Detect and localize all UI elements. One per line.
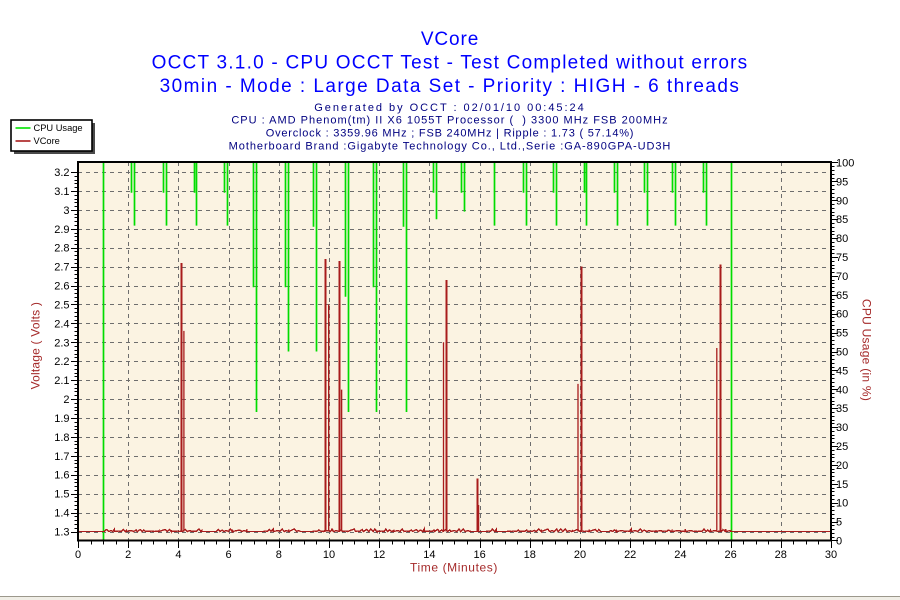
svg-text:30: 30 — [836, 422, 848, 434]
svg-text:1.4: 1.4 — [54, 508, 69, 520]
svg-text:Voltage ( Volts ): Voltage ( Volts ) — [29, 302, 43, 389]
svg-text:90: 90 — [836, 195, 848, 207]
svg-text:2.7: 2.7 — [54, 262, 69, 274]
svg-text:14: 14 — [423, 549, 435, 561]
svg-text:16: 16 — [473, 549, 485, 561]
svg-text:10: 10 — [323, 549, 335, 561]
svg-text:30min - Mode : Large Data Set: 30min - Mode : Large Data Set - Priority… — [160, 76, 741, 97]
svg-text:2: 2 — [63, 394, 69, 406]
svg-text:18: 18 — [524, 549, 536, 561]
svg-text:2.1: 2.1 — [54, 375, 69, 387]
svg-text:2.2: 2.2 — [54, 356, 69, 368]
svg-text:1.6: 1.6 — [54, 470, 69, 482]
svg-text:25: 25 — [836, 441, 848, 453]
svg-text:10: 10 — [836, 498, 848, 510]
svg-text:1.7: 1.7 — [54, 451, 69, 463]
svg-text:26: 26 — [724, 549, 736, 561]
svg-text:Generated by OCCT : 02/01/10 0: Generated by OCCT : 02/01/10 00:45:24 — [314, 102, 585, 114]
svg-text:20: 20 — [836, 460, 848, 472]
svg-text:45: 45 — [836, 365, 848, 377]
svg-text:28: 28 — [775, 549, 787, 561]
svg-text:22: 22 — [624, 549, 636, 561]
svg-text:50: 50 — [836, 347, 848, 359]
svg-text:VCore: VCore — [421, 29, 479, 50]
svg-text:2.8: 2.8 — [54, 243, 69, 255]
svg-text:2: 2 — [125, 549, 131, 561]
svg-text:CPU Usage: CPU Usage — [34, 123, 83, 133]
svg-text:55: 55 — [836, 328, 848, 340]
svg-text:0: 0 — [836, 536, 842, 548]
svg-text:Motherboard Brand :Gigabyte Te: Motherboard Brand :Gigabyte Technology C… — [229, 141, 672, 153]
svg-text:4: 4 — [175, 549, 181, 561]
svg-text:5: 5 — [836, 517, 842, 529]
svg-text:75: 75 — [836, 252, 848, 264]
svg-text:VCore: VCore — [34, 136, 60, 146]
svg-text:2.9: 2.9 — [54, 224, 69, 236]
svg-text:2.3: 2.3 — [54, 337, 69, 349]
svg-text:2.6: 2.6 — [54, 281, 69, 293]
svg-text:OCCT 3.1.0 - CPU OCCT Test - T: OCCT 3.1.0 - CPU OCCT Test - Test Comple… — [152, 53, 749, 74]
svg-text:60: 60 — [836, 309, 848, 321]
svg-text:95: 95 — [836, 176, 848, 188]
svg-text:100: 100 — [836, 158, 854, 170]
svg-text:2.4: 2.4 — [54, 318, 69, 330]
svg-text:30: 30 — [825, 549, 837, 561]
svg-text:0: 0 — [75, 549, 81, 561]
svg-text:24: 24 — [674, 549, 686, 561]
svg-text:80: 80 — [836, 233, 848, 245]
svg-text:35: 35 — [836, 403, 848, 415]
svg-text:Time (Minutes): Time (Minutes) — [410, 561, 498, 575]
svg-text:12: 12 — [373, 549, 385, 561]
svg-text:3.2: 3.2 — [54, 167, 69, 179]
svg-text:70: 70 — [836, 271, 848, 283]
svg-text:1.3: 1.3 — [54, 527, 69, 539]
svg-text:1.5: 1.5 — [54, 489, 69, 501]
svg-text:CPU : AMD Phenom(tm) II X6 105: CPU : AMD Phenom(tm) II X6 1055T Process… — [231, 115, 668, 127]
svg-text:2.5: 2.5 — [54, 300, 69, 312]
svg-text:15: 15 — [836, 479, 848, 491]
svg-text:3: 3 — [63, 205, 69, 217]
svg-text:65: 65 — [836, 290, 848, 302]
svg-text:40: 40 — [836, 384, 848, 396]
svg-text:3.1: 3.1 — [54, 186, 69, 198]
svg-text:CPU Usage (in %): CPU Usage (in %) — [860, 299, 874, 401]
svg-text:1.8: 1.8 — [54, 432, 69, 444]
svg-text:85: 85 — [836, 214, 848, 226]
svg-text:Overclock : 3359.96 MHz ; FSB: Overclock : 3359.96 MHz ; FSB 240MHz | R… — [266, 128, 635, 140]
svg-text:20: 20 — [574, 549, 586, 561]
svg-text:8: 8 — [276, 549, 282, 561]
svg-text:6: 6 — [226, 549, 232, 561]
svg-text:1.9: 1.9 — [54, 413, 69, 425]
